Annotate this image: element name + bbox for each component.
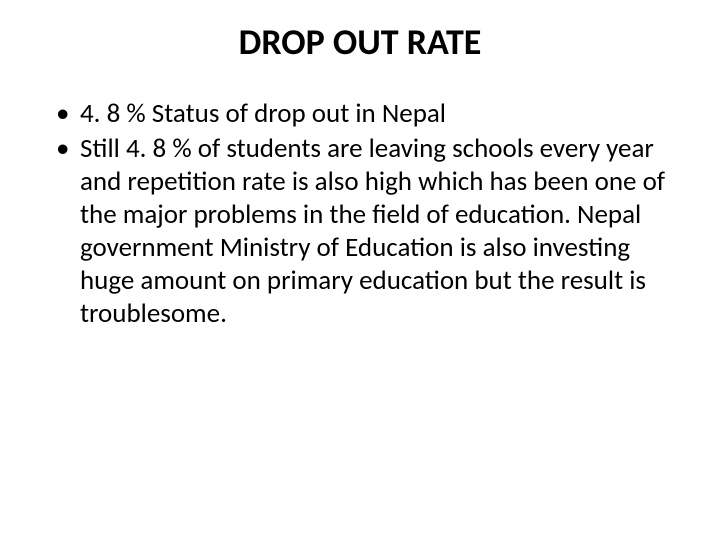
list-item: 4. 8 % Status of drop out in Nepal xyxy=(52,98,668,131)
bullet-text: 4. 8 % Status of drop out in Nepal xyxy=(80,97,446,130)
bullet-list: 4. 8 % Status of drop out in Nepal Still… xyxy=(52,98,668,331)
slide: DROP OUT RATE 4. 8 % Status of drop out … xyxy=(0,0,720,540)
list-item: Still 4. 8 % of students are leaving sch… xyxy=(52,133,668,331)
bullet-text: Still 4. 8 % of students are leaving sch… xyxy=(80,132,665,330)
slide-title: DROP OUT RATE xyxy=(52,20,668,64)
